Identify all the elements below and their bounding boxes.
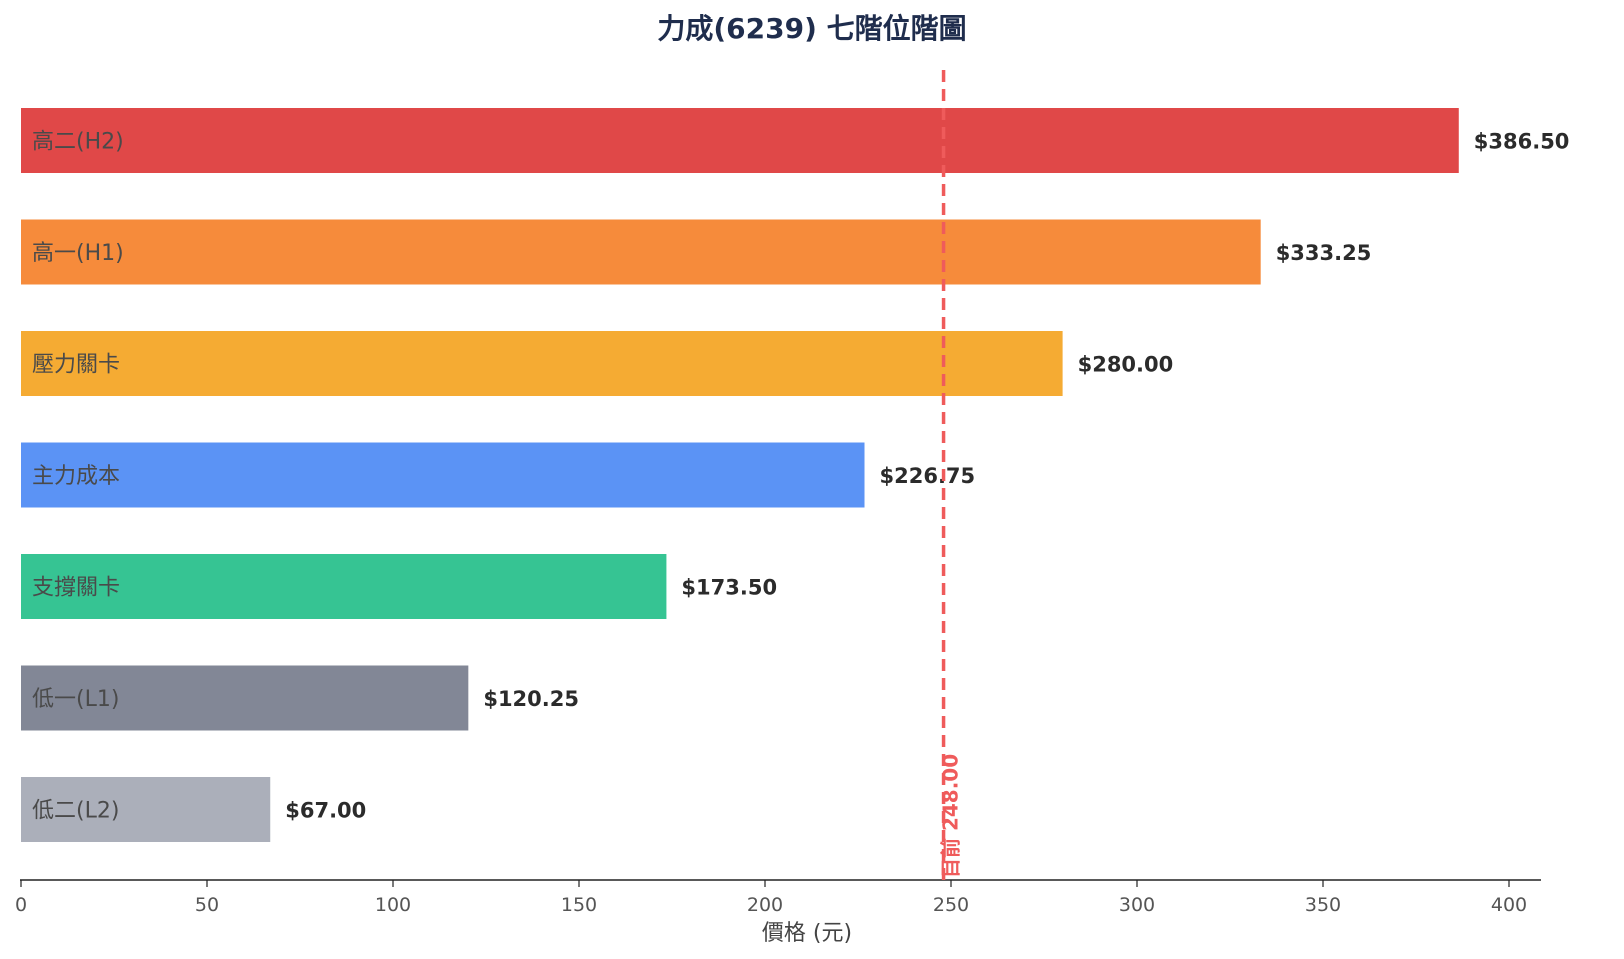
bar-value-label: $386.50 — [1474, 130, 1570, 154]
bar-value-label: $173.50 — [681, 576, 777, 600]
bar-category-label: 低二(L2) — [32, 799, 119, 824]
chart-title: 力成(6239) 七階位階圖 — [657, 12, 966, 45]
bar-category-label: 低一(L1) — [32, 687, 119, 712]
bar-category-label: 主力成本 — [32, 464, 120, 489]
bar — [21, 331, 1063, 396]
bar — [21, 108, 1459, 173]
reference-line-label: 目前 248.00 — [939, 754, 963, 878]
bar-value-label: $120.25 — [483, 687, 579, 711]
x-tick-label: 250 — [933, 894, 969, 916]
reference-line-group: 目前 248.00 — [939, 70, 963, 880]
bar — [21, 554, 667, 619]
bars-layer: 高二(H2) $386.50 高一(H1) $333.25 壓力關卡 $280.00 主力成… — [21, 108, 1569, 842]
bar-value-label: $226.75 — [880, 464, 976, 488]
x-tick-label: 50 — [195, 894, 219, 916]
x-axis-title: 價格 (元) — [762, 921, 852, 946]
x-tick-label: 400 — [1491, 894, 1527, 916]
bar — [21, 777, 271, 842]
x-tick-label: 350 — [1305, 894, 1341, 916]
x-tick-label: 300 — [1119, 894, 1155, 916]
bar-value-label: $67.00 — [285, 799, 366, 823]
bar-category-label: 高二(H2) — [32, 130, 124, 155]
x-tick-label: 100 — [375, 894, 411, 916]
x-tick-label: 150 — [561, 894, 597, 916]
x-axis: 0 50 100 150 200 250 300 350 400 — [15, 879, 1541, 916]
bar-value-label: $333.25 — [1276, 241, 1372, 265]
bar-category-label: 高一(H1) — [32, 241, 124, 266]
bar-category-label: 壓力關卡 — [32, 353, 120, 378]
bar-category-label: 支撐關卡 — [32, 576, 120, 601]
x-tick-label: 200 — [747, 894, 783, 916]
bar — [21, 665, 469, 731]
bar — [21, 442, 865, 508]
bar — [21, 219, 1261, 285]
bar-value-label: $280.00 — [1078, 353, 1174, 377]
x-tick-label: 0 — [15, 894, 27, 916]
